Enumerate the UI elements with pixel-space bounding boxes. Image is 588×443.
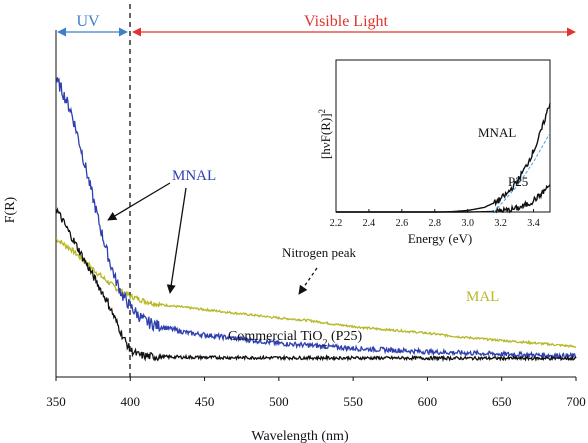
mnal-annotation-arrow-1 bbox=[107, 182, 171, 221]
inset-y-axis-label: [hνF(R)]2 bbox=[317, 109, 333, 159]
p25-annotation: Commercial TiO2 (P25) bbox=[228, 329, 362, 349]
inset-x-tick-label-3: 2.8 bbox=[429, 218, 442, 229]
inset-x-tick-label-0: 2.2 bbox=[330, 218, 343, 229]
x-tick-label-600: 600 bbox=[418, 394, 438, 409]
x-tick-label-500: 500 bbox=[269, 394, 289, 409]
x-tick-label-450: 450 bbox=[195, 394, 215, 409]
mnal-annotation-arrow-2 bbox=[166, 187, 187, 294]
x-tick-label-650: 650 bbox=[492, 394, 512, 409]
inset-x-tick-label-4: 3.0 bbox=[461, 218, 474, 229]
inset-y-axis-label-sup: 2 bbox=[317, 109, 327, 114]
p25-annotation-main: Commercial TiO bbox=[228, 329, 323, 344]
p25-annotation-subscript: 2 bbox=[323, 338, 328, 349]
inset-mnal-label: MNAL bbox=[478, 125, 516, 140]
x-tick-label-350: 350 bbox=[46, 394, 66, 409]
inset-y-axis-label-main: [hνF(R)] bbox=[318, 113, 333, 159]
nitrogen-peak-arrow bbox=[298, 267, 318, 295]
main-plot: 350 400 450 500 550 600 650 700 Wavelength (nm)… bbox=[3, 4, 586, 443]
inset-frame bbox=[335, 59, 551, 213]
inset-p25-label: P25 bbox=[508, 174, 528, 189]
inset-series bbox=[336, 103, 551, 214]
x-ticks: 350 400 450 500 550 600 650 700 bbox=[46, 377, 586, 409]
series-mnal bbox=[55, 77, 577, 360]
series-mal bbox=[55, 238, 577, 349]
inset-x-tick-label-6: 3.4 bbox=[527, 218, 540, 229]
p25-annotation-suffix: (P25) bbox=[328, 329, 363, 344]
inset-x-tick-label-1: 2.4 bbox=[363, 218, 376, 229]
inset-x-axis-label: Energy (eV) bbox=[408, 231, 472, 246]
mal-annotation: MAL bbox=[466, 289, 499, 305]
y-axis-label: F(R) bbox=[3, 196, 18, 223]
inset-plot: 2.2 2.4 2.6 2.8 3.0 3.2 3.4 Energy (eV) [hνF(R… bbox=[317, 59, 551, 246]
x-tick-label-700: 700 bbox=[566, 394, 586, 409]
nitrogen-peak-annotation: Nitrogen peak bbox=[282, 245, 357, 260]
x-tick-label-550: 550 bbox=[343, 394, 363, 409]
inset-x-tick-label-5: 3.2 bbox=[494, 218, 507, 229]
mnal-annotation: MNAL bbox=[172, 168, 216, 184]
visible-region-label: Visible Light bbox=[304, 13, 388, 30]
inset-x-tick-label-2: 2.6 bbox=[396, 218, 409, 229]
x-tick-label-400: 400 bbox=[121, 394, 141, 409]
x-axis-label: Wavelength (nm) bbox=[251, 429, 349, 443]
series-commercial-tio2-p25- bbox=[55, 207, 577, 363]
inset-series-p25 bbox=[336, 184, 551, 214]
main-series bbox=[55, 77, 577, 363]
uv-region-label: UV bbox=[76, 13, 100, 30]
